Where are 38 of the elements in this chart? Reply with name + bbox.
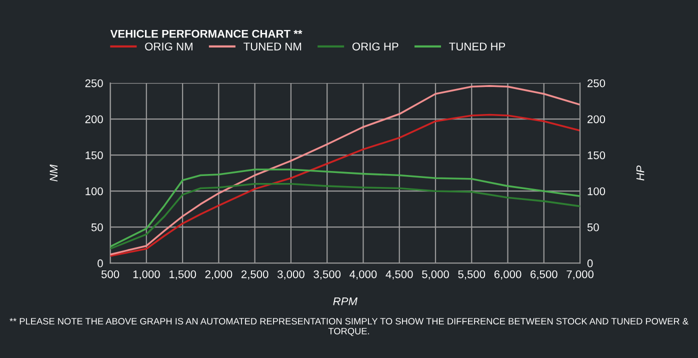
x-tick-label: 500	[101, 270, 120, 278]
y-axis-title: NM	[50, 164, 58, 182]
legend-label: ORIG NM	[145, 42, 192, 50]
y2-tick-label: 250	[588, 79, 606, 88]
legend-label: TUNED NM	[244, 42, 302, 50]
y-tick-label: 50	[91, 223, 103, 232]
y-tick-label: 200	[85, 115, 103, 124]
x-tick-label: 4,500	[386, 270, 413, 280]
y-tick-label: 150	[86, 151, 103, 160]
x-tick-label: 3,000	[277, 270, 304, 280]
x-tick-label: 6,000	[494, 270, 522, 280]
legend-label: ORIG HP	[352, 42, 398, 50]
y-tick-label: 250	[85, 79, 103, 88]
y-tick-label: 0	[98, 259, 103, 268]
y2-tick-label: 50	[587, 223, 599, 232]
x-tick-label: 4,000	[350, 270, 377, 280]
x-axis-title: RPM	[333, 298, 358, 306]
x-tick-label: 2,500	[241, 270, 268, 280]
legend-label: TUNED HP	[449, 42, 506, 50]
y-tick-label: 100	[86, 187, 103, 196]
line-series	[110, 182, 580, 250]
x-tick-label: 5,500	[458, 270, 486, 280]
text: ** PLEASE NOTE THE ABOVE GRAPH IS AN AUTOMATED REPRESENTATION SIMPLY TO SHOW THE DIFFERENCE BETWEEN STOCK AND TUNED POWER & TORQUE.	[10, 318, 688, 336]
x-tick-label: 5,000	[422, 270, 449, 280]
line-series	[110, 168, 580, 248]
y2-axis-title: HP	[636, 165, 644, 180]
x-tick-label: 1,000	[133, 270, 160, 280]
y2-tick-label: 100	[588, 187, 606, 196]
line-series	[110, 114, 580, 257]
chart-title: VEHICLE PERFORMANCE CHART **	[110, 30, 302, 38]
x-tick-label: 7,000	[566, 270, 594, 280]
x-tick-label: 2,000	[205, 270, 232, 280]
y2-tick-label: 150	[588, 151, 606, 160]
x-tick-label: 6,500	[530, 270, 558, 280]
y2-tick-label: 0	[587, 259, 593, 268]
y2-tick-label: 200	[588, 115, 606, 124]
x-tick-label: 3,500	[314, 270, 341, 280]
x-tick-label: 1,500	[170, 270, 196, 280]
